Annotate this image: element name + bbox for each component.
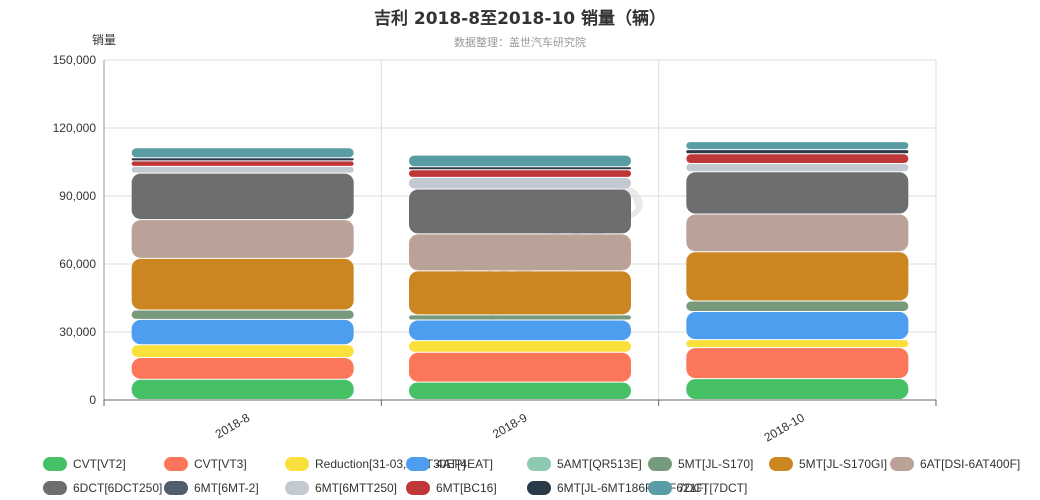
- legend-label: 6MT[6MTT250]: [315, 481, 397, 495]
- legend-swatch: [769, 457, 793, 471]
- bar-segment: [131, 345, 354, 358]
- legend-item[interactable]: 6MT[6MTT250]: [285, 481, 397, 495]
- bar-segment: [409, 341, 631, 352]
- legend-item[interactable]: 5AMT[QR513E]: [527, 457, 642, 471]
- y-tick-label: 0: [89, 393, 96, 407]
- bar-segment: [131, 173, 354, 220]
- y-axis-label: 销量: [92, 33, 116, 47]
- bar-segment: [686, 154, 909, 164]
- legend-swatch: [285, 481, 309, 495]
- bar-segment: [686, 379, 909, 399]
- bar-segment: [131, 358, 354, 379]
- bar-segment: [686, 150, 909, 154]
- bar-segment: [686, 172, 909, 214]
- legend-swatch: [648, 457, 672, 471]
- legend-item[interactable]: CVT[VT3]: [164, 457, 247, 471]
- y-tick-label: 150,000: [53, 53, 97, 67]
- bar-segment: [131, 148, 354, 158]
- legend: CVT[VT2] CVT[VT3] Reduction[31-03,XK.T30EP…: [43, 457, 1020, 495]
- bar-segment: [409, 177, 631, 189]
- y-tick-label: 90,000: [59, 189, 96, 203]
- y-axis: 0 30,000 60,000 90,000 120,000 150,000: [53, 53, 105, 407]
- legend-label: 5MT[JL-S170]: [678, 457, 753, 471]
- legend-label: 6AT[DSI-6AT400F]: [920, 457, 1020, 471]
- bar-segment: [131, 258, 354, 310]
- bar-segment: [409, 352, 631, 382]
- bar-segment: [686, 340, 909, 348]
- legend-label: 6MT[BC16]: [436, 481, 497, 495]
- y-tick-label: 60,000: [59, 257, 96, 271]
- x-tick-label: 2018-8: [213, 410, 253, 441]
- bars: 8,9279,5755,63311,2284,09622,80817,10920…: [131, 139, 909, 399]
- x-tick-label: 2018-10: [762, 410, 807, 444]
- bar-segment: [686, 252, 909, 301]
- bar-segment: [131, 161, 354, 166]
- legend-item[interactable]: 6MT[BC16]: [406, 481, 497, 495]
- bar-segment: [686, 214, 909, 252]
- bar-segment: [409, 320, 631, 341]
- bar-segment: [686, 164, 909, 172]
- chart-title: 吉利 2018-8至2018-10 销量（辆）: [374, 8, 666, 29]
- legend-label: 6MT[6MT-2]: [194, 481, 259, 495]
- legend-label: 5AMT[QR513E]: [557, 457, 642, 471]
- legend-item[interactable]: 6MT[6MT-2]: [164, 481, 259, 495]
- y-tick-label: 30,000: [59, 325, 96, 339]
- legend-label: 6DCT[6DCT250]: [73, 481, 162, 495]
- legend-swatch: [406, 481, 430, 495]
- legend-swatch: [648, 481, 672, 495]
- legend-swatch: [164, 481, 188, 495]
- legend-item[interactable]: 5MT[JL-S170]: [648, 457, 753, 471]
- bar-segment: [409, 170, 631, 177]
- legend-item[interactable]: 4AT[4EAT]: [406, 457, 493, 471]
- bar-segment: [409, 315, 631, 320]
- bar-segment: [409, 234, 631, 271]
- legend-item[interactable]: 7DCT[7DCT]: [648, 481, 747, 495]
- x-axis: 2018-8 2018-9 2018-10: [103, 399, 937, 445]
- bar-segment: [409, 167, 631, 170]
- y-tick-label: 120,000: [53, 121, 97, 135]
- bar-segment: [686, 301, 909, 311]
- legend-swatch: [43, 457, 67, 471]
- legend-label: 7DCT[7DCT]: [678, 481, 747, 495]
- legend-swatch: [527, 457, 551, 471]
- bar-segment: [686, 142, 909, 150]
- bar-segment: [131, 379, 354, 399]
- legend-swatch: [406, 457, 430, 471]
- bar-segment: [131, 166, 354, 173]
- chart-subtitle: 数据整理：盖世汽车研究院: [454, 35, 586, 49]
- legend-item[interactable]: 6DCT[6DCT250]: [43, 481, 162, 495]
- bar-segment: [686, 348, 909, 379]
- legend-swatch: [890, 457, 914, 471]
- bar-segment: [686, 311, 909, 340]
- legend-item[interactable]: 5MT[JL-S170GI]: [769, 457, 887, 471]
- legend-label: CVT[VT2]: [73, 457, 126, 471]
- bar-segment: [131, 220, 354, 258]
- legend-swatch: [43, 481, 67, 495]
- bar-segment: [131, 310, 354, 319]
- bar-segment: [409, 271, 631, 315]
- legend-item[interactable]: CVT[VT2]: [43, 457, 126, 471]
- bar-segment: [131, 158, 354, 161]
- legend-swatch: [527, 481, 551, 495]
- legend-swatch: [285, 457, 309, 471]
- legend-label: 5MT[JL-S170GI]: [799, 457, 887, 471]
- legend-item[interactable]: 6AT[DSI-6AT400F]: [890, 457, 1020, 471]
- bar-segment: [409, 189, 631, 234]
- legend-label: 4AT[4EAT]: [436, 457, 493, 471]
- legend-label: CVT[VT3]: [194, 457, 247, 471]
- legend-swatch: [164, 457, 188, 471]
- x-tick-label: 2018-9: [490, 410, 530, 441]
- bar-segment: [131, 319, 354, 345]
- bar-segment: [409, 382, 631, 399]
- bar-segment: [409, 155, 631, 167]
